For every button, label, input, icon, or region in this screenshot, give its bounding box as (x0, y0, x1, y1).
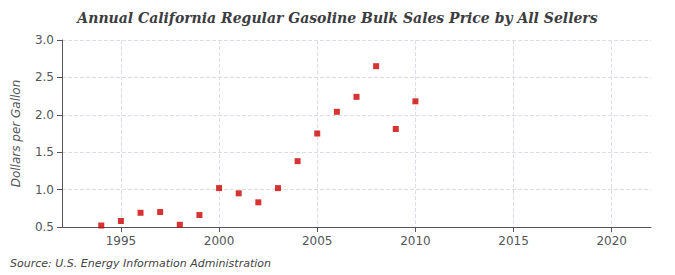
svg-text:Dollars per Gallon: Dollars per Gallon (9, 80, 23, 188)
svg-text:2015: 2015 (498, 234, 529, 248)
svg-text:2005: 2005 (302, 234, 333, 248)
svg-text:2020: 2020 (596, 234, 627, 248)
svg-text:2010: 2010 (400, 234, 431, 248)
svg-text:2000: 2000 (204, 234, 235, 248)
svg-text:2.5: 2.5 (35, 70, 54, 84)
svg-text:1.5: 1.5 (35, 145, 54, 159)
svg-text:2.0: 2.0 (35, 108, 54, 122)
svg-text:0.5: 0.5 (35, 220, 54, 234)
svg-text:3.0: 3.0 (35, 33, 54, 47)
svg-text:Annual California Regular Gaso: Annual California Regular Gasoline Bulk … (75, 10, 597, 26)
svg-text:1.0: 1.0 (35, 183, 54, 197)
svg-text:Source: U.S. Energy Informatio: Source: U.S. Energy Information Administ… (10, 257, 271, 270)
svg-text:1995: 1995 (106, 234, 137, 248)
